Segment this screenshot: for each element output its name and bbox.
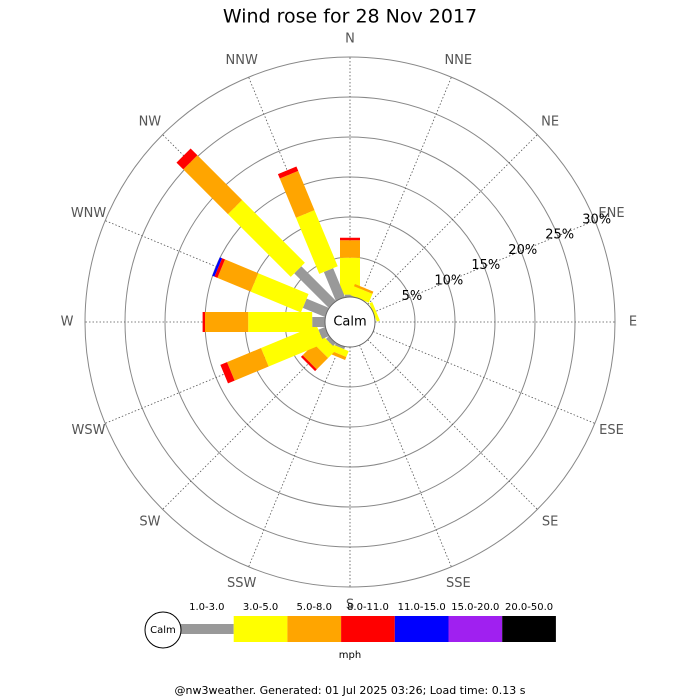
- legend-swatch: [233, 616, 288, 642]
- bar-segment: [250, 273, 309, 313]
- bar-segment: [340, 240, 360, 258]
- spoke: [248, 344, 341, 567]
- spoke: [359, 344, 452, 567]
- r-tick-label: 25%: [545, 228, 574, 243]
- bar-segment: [205, 312, 249, 332]
- legend-swatch: [394, 616, 449, 642]
- bar-segment: [214, 258, 226, 278]
- chart-title: Wind rose for 28 Nov 2017: [223, 6, 477, 28]
- bar-segment: [302, 343, 329, 370]
- direction-label: NNE: [444, 53, 472, 68]
- bar-segment: [369, 301, 380, 322]
- direction-label: N: [345, 32, 355, 47]
- legend-label: 15.0-20.0: [451, 602, 499, 613]
- direction-label: E: [629, 315, 637, 330]
- r-tick-label: 30%: [582, 212, 611, 227]
- bar-segment: [302, 298, 329, 318]
- legend-swatch: [502, 616, 556, 642]
- direction-label: SSW: [227, 576, 257, 591]
- bar-segment: [334, 343, 346, 350]
- bar-segment: [294, 266, 336, 308]
- bar-segment: [300, 355, 317, 372]
- r-tick-label: 20%: [508, 243, 537, 258]
- bar-segment: [202, 312, 205, 332]
- r-tick-label: 5%: [402, 289, 423, 304]
- spoke: [372, 220, 595, 313]
- bar-segment: [277, 166, 299, 179]
- spoke: [367, 339, 538, 510]
- legend-swatch: [180, 624, 234, 634]
- direction-label: ENE: [598, 206, 624, 221]
- legend-label: 11.0-15.0: [398, 602, 446, 613]
- r-tick-label: 10%: [434, 274, 463, 289]
- bar-segment: [183, 155, 243, 215]
- legend-label: 1.0-3.0: [189, 602, 224, 613]
- legend-calm-circle: [144, 611, 182, 649]
- legend-swatch: [341, 616, 395, 642]
- direction-label: NE: [541, 114, 559, 129]
- direction-label: W: [61, 315, 74, 330]
- calm-label: Calm: [333, 315, 366, 330]
- bar-segment: [279, 170, 315, 218]
- direction-label: WSW: [72, 423, 106, 438]
- footer: @nw3weather. Generated: 01 Jul 2025 03:2…: [175, 684, 526, 697]
- bar-segment: [354, 283, 374, 294]
- bar-segment: [176, 148, 198, 170]
- ring: [164, 136, 536, 508]
- bar-segment: [340, 237, 360, 241]
- direction-label: NW: [139, 114, 162, 129]
- r-tick-label: 15%: [471, 258, 500, 273]
- direction-label: NNW: [226, 53, 258, 68]
- legend-label: 5.0-8.0: [297, 602, 332, 613]
- bar-segment: [220, 362, 235, 384]
- bar-segment: [260, 325, 325, 367]
- spoke: [359, 77, 452, 300]
- bar-segment: [212, 257, 223, 277]
- legend-calm-label: Calm: [150, 625, 176, 636]
- bar-segment: [227, 199, 305, 277]
- direction-label: SSE: [446, 576, 471, 591]
- legend-swatch: [448, 616, 503, 642]
- ring: [84, 56, 616, 588]
- direction-label: ESE: [599, 423, 624, 438]
- bar-segment: [323, 268, 346, 301]
- legend-label: 20.0-50.0: [505, 602, 553, 613]
- bar-segment: [226, 348, 269, 381]
- legend-swatch: [287, 616, 342, 642]
- spoke: [162, 339, 333, 510]
- bar-segment: [217, 259, 259, 292]
- bar-segment: [350, 286, 373, 303]
- spoke: [367, 134, 538, 305]
- legend-label: 3.0-5.0: [243, 602, 278, 613]
- calm-circle: [324, 296, 376, 348]
- direction-label: WNW: [71, 206, 107, 221]
- legend-unit: mph: [339, 650, 361, 661]
- spoke: [372, 331, 595, 424]
- bar-segment: [325, 336, 336, 347]
- bar-segment: [312, 317, 325, 327]
- direction-label: S: [346, 598, 354, 613]
- bar-segment: [248, 312, 313, 332]
- direction-label: SE: [542, 515, 558, 530]
- direction-label: SW: [139, 515, 160, 530]
- legend-label: 8.0-11.0: [347, 602, 389, 613]
- bar-segment: [295, 210, 338, 274]
